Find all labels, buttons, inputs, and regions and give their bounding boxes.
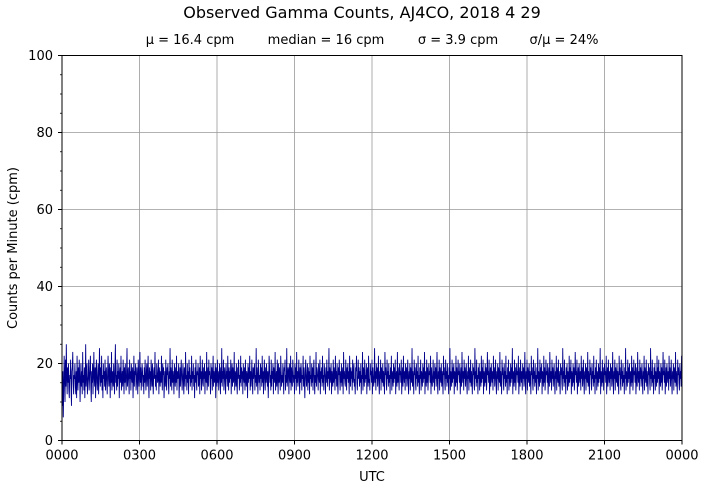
stat-ratio: σ/μ = 24% <box>530 33 599 48</box>
stat-mean: μ = 16.4 cpm <box>146 33 235 48</box>
x-tick-label: 0000 <box>665 449 698 464</box>
x-tick-label: 1800 <box>510 449 543 464</box>
grid <box>62 55 682 441</box>
axes: 0000 0300 0600 0900 1200 1500 1800 2100 00000204… <box>28 49 698 464</box>
plot-area <box>61 340 683 418</box>
x-axis-label: UTC <box>359 470 385 485</box>
x-tick-label: 0900 <box>278 449 311 464</box>
x-tick-label: 0300 <box>123 449 156 464</box>
y-tick-label: 80 <box>36 126 53 141</box>
y-tick-label: 60 <box>36 203 53 218</box>
chart-title: Observed Gamma Counts, AJ4CO, 2018 4 29 <box>183 3 541 22</box>
y-tick-label: 0 <box>45 434 53 449</box>
stat-median: median = 16 cpm <box>268 33 385 48</box>
stat-sigma: σ = 3.9 cpm <box>418 33 498 48</box>
x-tick-label: 1200 <box>355 449 388 464</box>
x-tick-label: 0600 <box>200 449 233 464</box>
x-tick-label: 1500 <box>433 449 466 464</box>
y-axis-label: Counts per Minute (cpm) <box>6 167 21 329</box>
x-tick-label: 0000 <box>45 449 78 464</box>
x-tick-label: 2100 <box>588 449 621 464</box>
y-tick-label: 20 <box>36 357 53 372</box>
y-tick-label: 40 <box>36 280 53 295</box>
y-tick-label: 100 <box>28 49 53 64</box>
series-line-0 <box>61 340 683 418</box>
